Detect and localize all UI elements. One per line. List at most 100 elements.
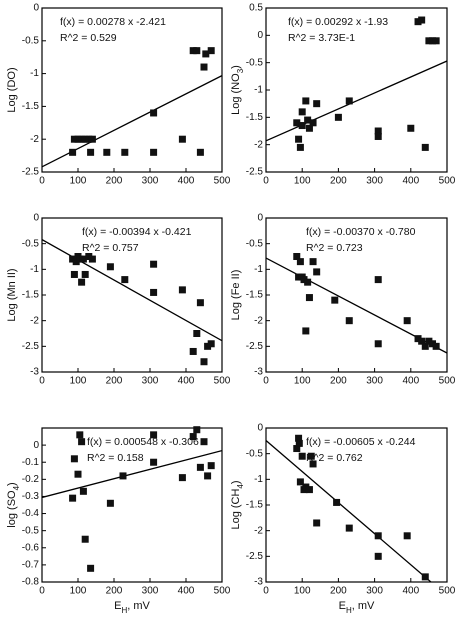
data-point: [196, 299, 204, 307]
y-axis-label-part: 4: [12, 485, 21, 490]
data-point: [313, 268, 321, 276]
y-tick-label: -2.5: [246, 167, 264, 178]
data-point: [79, 487, 87, 495]
data-point: [69, 494, 77, 502]
data-point: [403, 532, 411, 540]
x-tick-label: 100: [70, 176, 87, 187]
data-point: [429, 340, 437, 348]
data-point: [305, 294, 313, 302]
data-point: [304, 116, 312, 124]
data-point: [298, 452, 306, 460]
data-point: [200, 63, 208, 71]
x-tick-label: 400: [402, 176, 419, 187]
r-squared: R^2 = 3.73E-1: [288, 32, 355, 44]
y-tick-label: -0.3: [22, 491, 40, 502]
y-tick-label: -2: [254, 315, 263, 326]
panel: 0 100 200 300 400 500 0 -0.5 -1 -1.5 -2 -2.5 -3 Log (…: [6, 213, 231, 387]
x-tick-label: 100: [294, 376, 311, 387]
data-point: [87, 148, 95, 156]
x-tick-label: 0: [263, 176, 269, 187]
x-axis-label-part: E: [114, 600, 121, 612]
y-tick-label: -0.5: [22, 525, 40, 536]
y-tick-label: -0.5: [246, 57, 264, 68]
x-tick-label: 500: [214, 376, 231, 387]
data-point: [150, 109, 158, 117]
y-tick-label: -2.5: [22, 341, 40, 352]
y-tick-label: -2.5: [246, 341, 264, 352]
equation: f(x) = 0.00292 x -1.93: [288, 16, 388, 28]
x-tick-label: 100: [70, 586, 87, 597]
equation: f(x) = -0.00605 x -0.244: [306, 436, 416, 448]
data-point: [81, 535, 89, 543]
data-point: [293, 445, 301, 453]
data-point: [421, 573, 429, 581]
data-point: [193, 330, 201, 337]
y-axis-label: Log (Mn II): [6, 268, 18, 321]
x-tick-label: 400: [402, 586, 419, 597]
data-point: [421, 342, 429, 350]
data-point: [202, 50, 210, 58]
data-point: [72, 258, 80, 266]
data-point: [418, 337, 426, 345]
x-tick-label: 100: [70, 376, 87, 387]
data-point: [193, 47, 201, 55]
y-tick-label: -0.5: [246, 448, 264, 459]
data-point: [200, 438, 208, 446]
y-tick-label: -3: [30, 367, 39, 378]
data-point: [200, 358, 208, 366]
data-point: [178, 474, 186, 482]
y-tick-label: -0.8: [22, 577, 40, 588]
y-tick-label: -0.5: [22, 238, 40, 249]
x-tick-label: 300: [142, 376, 159, 387]
data-point: [74, 135, 82, 143]
data-point: [78, 135, 86, 143]
panel: 0 100 200 300 400 500 0 -0.5 -1 -1.5 -2 -2.5 -3 Log (…: [230, 423, 456, 615]
data-point: [81, 135, 89, 143]
data-point: [193, 426, 201, 434]
data-point: [88, 255, 96, 263]
data-point: [207, 47, 215, 55]
x-tick-label: 0: [263, 586, 269, 597]
x-axis-label-part: , mV: [352, 600, 375, 612]
y-axis-label: Log (Fe II): [230, 270, 242, 321]
x-tick-label: 500: [439, 586, 456, 597]
x-tick-label: 300: [366, 376, 383, 387]
y-tick-label: -1.5: [246, 500, 264, 511]
x-tick-label: 200: [330, 376, 347, 387]
data-point: [207, 462, 215, 470]
data-point: [331, 296, 339, 304]
y-axis-label: Log (NO3): [230, 65, 245, 115]
data-point: [432, 342, 440, 350]
x-tick-label: 100: [294, 176, 311, 187]
data-point: [189, 47, 197, 55]
y-axis-label-part: Log (CH: [230, 489, 242, 530]
data-point: [414, 18, 422, 26]
y-tick-label: -0.2: [22, 474, 40, 485]
x-axis-label: EH, mV: [114, 600, 150, 615]
fit-line: [266, 60, 447, 142]
x-tick-label: 400: [178, 176, 195, 187]
x-tick-label: 300: [366, 586, 383, 597]
x-tick-label: 200: [106, 176, 123, 187]
data-point: [309, 460, 317, 468]
y-tick-label: 0: [33, 3, 39, 14]
equation: f(x) = 0.00278 x -2.421: [60, 16, 166, 28]
data-point: [334, 113, 342, 121]
y-axis-label: Log (DO): [6, 67, 18, 112]
data-point: [88, 135, 96, 143]
y-tick-label: -0.5: [22, 35, 40, 46]
data-point: [345, 317, 353, 325]
data-point: [150, 431, 158, 439]
data-point: [178, 135, 186, 143]
data-point: [309, 119, 317, 127]
y-tick-label: -2: [254, 525, 263, 536]
data-point: [85, 253, 93, 260]
y-axis-label-part: ): [230, 65, 242, 69]
data-point: [69, 148, 77, 156]
y-tick-label: -2: [254, 139, 263, 150]
y-tick-label: 0: [257, 423, 263, 434]
y-tick-label: -0.1: [22, 457, 40, 468]
y-tick-label: -1.5: [246, 290, 264, 301]
data-point: [293, 253, 301, 260]
